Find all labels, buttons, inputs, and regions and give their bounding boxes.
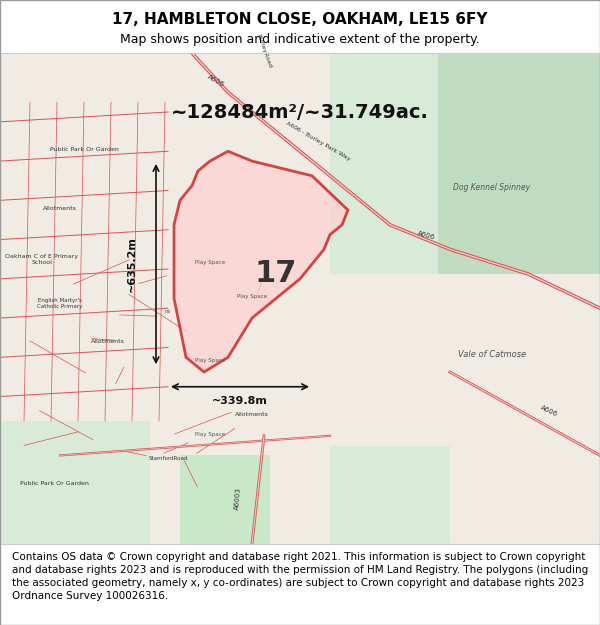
Text: 17: 17	[255, 259, 297, 288]
Text: Public Park Or Garden: Public Park Or Garden	[50, 148, 118, 152]
Bar	[180, 456, 270, 544]
Text: Play Space: Play Space	[195, 260, 225, 265]
Text: Allotments: Allotments	[43, 206, 77, 211]
Text: ~635.2m: ~635.2m	[127, 236, 137, 292]
Text: Play Space: Play Space	[237, 294, 267, 299]
Text: ~128484m²/~31.749ac.: ~128484m²/~31.749ac.	[171, 102, 429, 121]
Text: 17, HAMBLETON CLOSE, OAKHAM, LE15 6FY: 17, HAMBLETON CLOSE, OAKHAM, LE15 6FY	[112, 12, 488, 27]
Text: Allotments: Allotments	[235, 412, 269, 418]
Text: A606: A606	[206, 74, 226, 89]
Polygon shape	[174, 151, 348, 372]
Bar	[330, 446, 450, 544]
Text: Public Park Or Garden: Public Park Or Garden	[20, 481, 88, 486]
Text: Play Space: Play Space	[195, 432, 225, 437]
Text: A606: A606	[540, 404, 559, 418]
Text: Allotments: Allotments	[91, 339, 125, 344]
Text: Dog Kennel Spinney: Dog Kennel Spinney	[454, 184, 530, 192]
Bar	[330, 53, 600, 274]
Text: StamfordRoad: StamfordRoad	[148, 456, 188, 461]
Bar	[0, 421, 150, 544]
Text: A6003: A6003	[234, 488, 242, 511]
Text: ns: ns	[165, 309, 171, 314]
Text: Contains OS data © Crown copyright and database right 2021. This information is : Contains OS data © Crown copyright and d…	[12, 552, 588, 601]
Text: ~339.8m: ~339.8m	[212, 396, 268, 406]
Text: Map shows position and indicative extent of the property.: Map shows position and indicative extent…	[120, 33, 480, 46]
Text: A606: A606	[416, 230, 436, 241]
Bar	[438, 53, 600, 274]
Text: Play Space: Play Space	[195, 358, 225, 363]
Text: Vale of Catmose: Vale of Catmose	[458, 350, 526, 359]
Text: Oakham C of E Primary
School: Oakham C of E Primary School	[5, 254, 79, 265]
Text: A606 - Burley Park Way: A606 - Burley Park Way	[285, 121, 351, 162]
Text: BurleyRoad: BurleyRoad	[256, 33, 272, 69]
Text: English Martyr's
Catholic Primary: English Martyr's Catholic Primary	[37, 299, 83, 309]
